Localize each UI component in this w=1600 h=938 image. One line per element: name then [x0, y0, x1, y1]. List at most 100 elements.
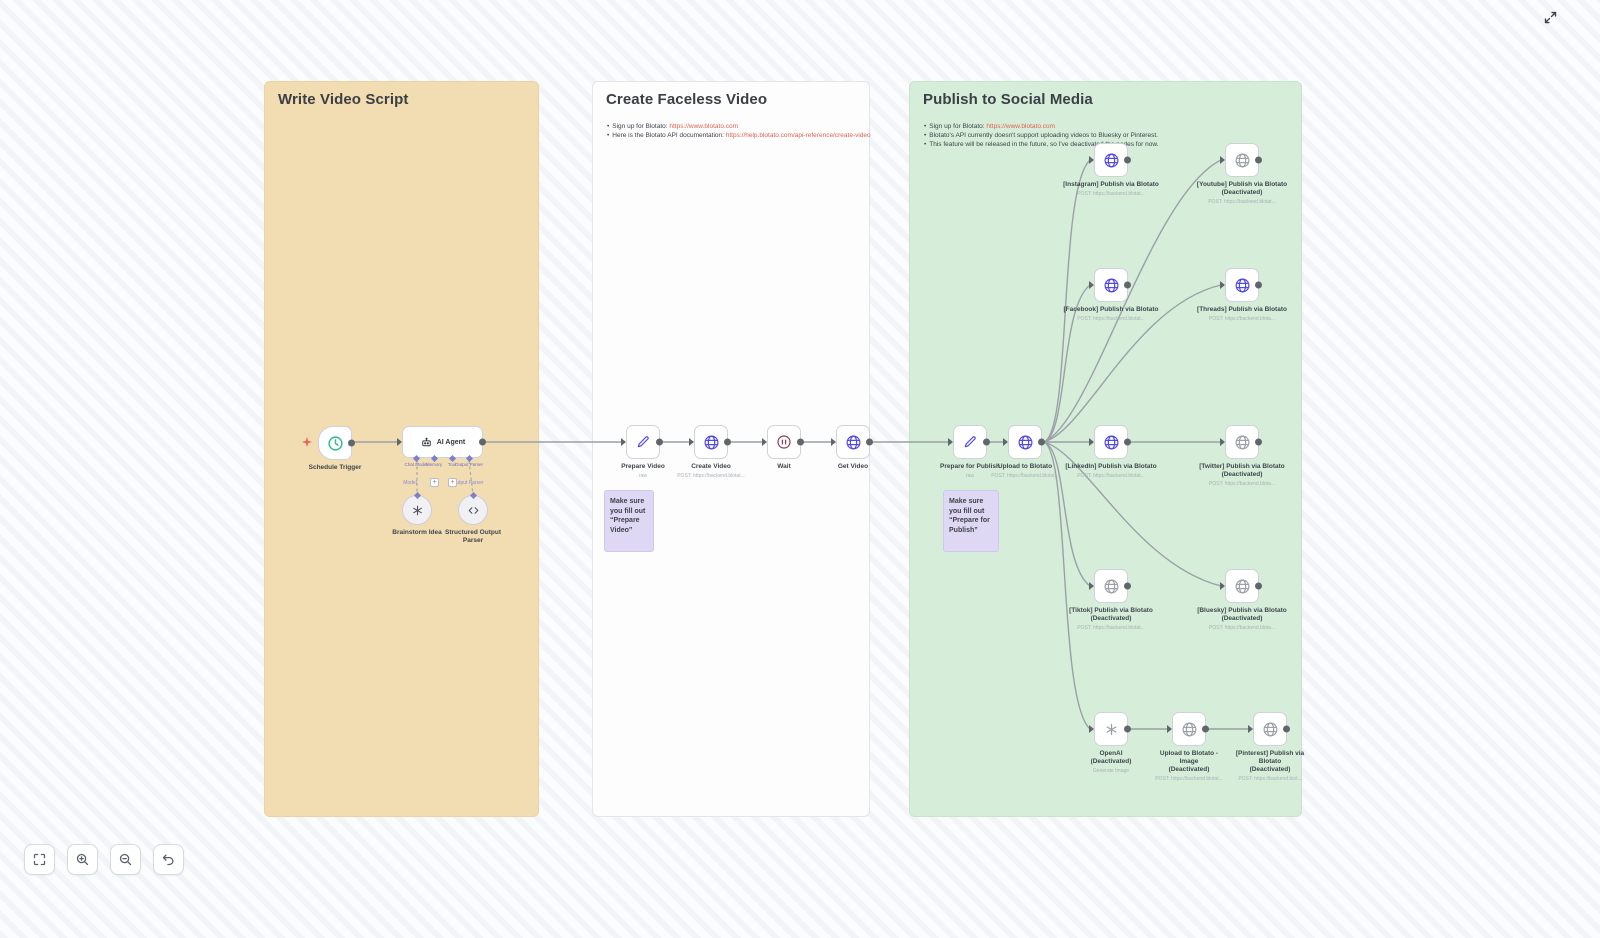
- node-tiktok-publish[interactable]: [Tiktok] Publish via Blotato (Deactivate…: [1069, 569, 1153, 631]
- node-brainstorm-idea[interactable]: Brainstorm Idea: [392, 491, 442, 537]
- node-label: Create Video: [691, 463, 731, 470]
- node-label: Prepare Video: [621, 463, 665, 470]
- node-label: [Facebook] Publish via Blotato: [1063, 306, 1159, 313]
- port-label-tool: Tool: [447, 462, 457, 467]
- zoom-in-icon: [76, 853, 89, 866]
- node-facebook-publish[interactable]: [Facebook] Publish via Blotato POST: htt…: [1064, 268, 1158, 322]
- output-port: [1255, 156, 1262, 164]
- node-pinterest-publish[interactable]: [Pinterest] Publish via Blotato (Deactiv…: [1236, 712, 1304, 782]
- port-label-memory: Memory: [425, 462, 443, 467]
- globe-icon: [1235, 153, 1249, 167]
- output-port: [724, 438, 731, 446]
- output-port: [348, 439, 355, 447]
- note-link[interactable]: https://help.blotato.com/api-reference/c…: [725, 132, 871, 139]
- node-openai[interactable]: OpenAI (Deactivated) Generate Image: [1089, 712, 1131, 774]
- output-port: [1124, 281, 1131, 289]
- globe-icon: [846, 435, 860, 449]
- input-port: [1167, 725, 1172, 733]
- bullet: •: [924, 141, 927, 148]
- section-notes: • Sign up for Blotato: https://www.blotat…: [910, 108, 1301, 149]
- node-status: (Deactivated): [1090, 615, 1132, 622]
- openai-icon: [412, 505, 422, 515]
- globe-icon: [1235, 579, 1249, 593]
- node-status: (Deactivated): [1221, 615, 1263, 622]
- zoom-in-button[interactable]: [67, 844, 98, 875]
- zoom-out-button[interactable]: [110, 844, 141, 875]
- note-line: • Sign up for Blotato: https://www.blotat…: [607, 122, 869, 131]
- section-title: Publish to Social Media: [923, 91, 1093, 108]
- canvas-toolbar: [24, 844, 184, 875]
- add-tool-button[interactable]: +: [448, 478, 457, 487]
- node-ai-agent[interactable]: AI Agent Chat Model Memory Tool Output P…: [397, 426, 486, 467]
- node-wait[interactable]: Wait: [762, 425, 804, 471]
- fit-view-button[interactable]: [24, 844, 55, 875]
- node-label: Schedule Trigger: [308, 464, 362, 471]
- node-upload-to-blotato[interactable]: Upload to Blotato POST: https://backend.…: [991, 425, 1059, 479]
- node-schedule-trigger[interactable]: Schedule Trigger: [309, 426, 361, 472]
- node-get-video[interactable]: Get Video: [831, 425, 873, 471]
- node-label: [Twitter] Publish via Blotato: [1199, 463, 1285, 470]
- node-instagram-publish[interactable]: [Instagram] Publish via Blotato POST: ht…: [1063, 143, 1159, 197]
- input-port: [762, 438, 767, 446]
- section-title: Write Video Script: [278, 91, 409, 108]
- port-label-chat-model: Chat Model: [404, 462, 428, 467]
- undo-button[interactable]: [153, 844, 184, 875]
- note-line: • This feature will be released in the fu…: [924, 140, 1301, 149]
- add-memory-button[interactable]: +: [430, 478, 439, 487]
- node-status: (Deactivated): [1090, 758, 1132, 765]
- sticky-note-prepare-for-publish[interactable]: Make sure you fill out “Prepare for Publ…: [943, 490, 999, 552]
- output-port: [479, 438, 486, 446]
- input-port: [1089, 582, 1094, 590]
- node-subtitle: POST: https://backend.blota...: [1208, 480, 1276, 487]
- node-label: AI Agent: [436, 438, 466, 446]
- node-youtube-publish[interactable]: [Youtube] Publish via Blotato (Deactivat…: [1197, 143, 1287, 205]
- input-port: [1089, 156, 1094, 164]
- zoom-out-icon: [119, 853, 132, 866]
- node-prepare-video[interactable]: Prepare Video raw: [621, 425, 665, 479]
- node-subtitle: POST: https://backend.blotat...: [1077, 315, 1145, 322]
- note-text: Blotato's API currently doesn't support …: [929, 132, 1158, 139]
- sticky-note-prepare-video[interactable]: Make sure you fill out “Prepare Video”: [604, 490, 654, 552]
- openai-icon: [1106, 723, 1116, 735]
- node-twitter-publish[interactable]: [Twitter] Publish via Blotato (Deactivat…: [1199, 425, 1285, 487]
- bullet: •: [607, 132, 610, 139]
- output-port: [1124, 438, 1131, 446]
- node-threads-publish[interactable]: [Threads] Publish via Blotato POST: http…: [1197, 268, 1287, 322]
- code-icon: [468, 506, 478, 514]
- output-port: [1255, 281, 1262, 289]
- expand-button[interactable]: [1540, 9, 1560, 29]
- fit-view-icon: [33, 853, 46, 866]
- output-port: [797, 438, 804, 446]
- pause-icon: [777, 435, 791, 449]
- edge-label-model: Model: [403, 480, 417, 486]
- sticky-text: Make sure you fill out “Prepare Video”: [610, 498, 646, 534]
- node-status: (Deactivated): [1221, 189, 1263, 196]
- note-link[interactable]: https://www.blotato.com: [986, 123, 1056, 130]
- globe-icon: [1235, 435, 1249, 449]
- node-create-video[interactable]: Create Video POST: https://backend.blota…: [677, 425, 745, 479]
- note-link[interactable]: https://www.blotato.com: [669, 123, 739, 130]
- node-structured-output-parser[interactable]: Structured Output Parser: [445, 491, 501, 545]
- note-line: • Blotato's API currently doesn't support…: [924, 131, 1301, 140]
- bullet: •: [607, 123, 610, 130]
- note-line: • Here is the Blotato API documentation: …: [607, 131, 871, 140]
- globe-icon: [1104, 435, 1118, 449]
- section-title: Create Faceless Video: [606, 91, 768, 108]
- node-subtitle: POST: https://backend.blotat...: [1155, 775, 1223, 782]
- node-linkedin-publish[interactable]: [LinkedIn] Publish via Blotato POST: htt…: [1065, 425, 1157, 479]
- node-bluesky-publish[interactable]: [Bluesky] Publish via Blotato (Deactivat…: [1197, 569, 1287, 631]
- note-text: Sign up for Blotato:: [929, 123, 987, 130]
- port-label-output-parser: Output Parser: [454, 462, 484, 467]
- node-label: Upload to Blotato - Image: [1159, 750, 1219, 765]
- section-write-video-script[interactable]: Write Video Script: [264, 81, 539, 817]
- node-label: [Bluesky] Publish via Blotato: [1197, 607, 1287, 614]
- node-label: [Threads] Publish via Blotato: [1197, 306, 1287, 313]
- connector-port: [469, 491, 477, 500]
- input-port: [397, 438, 402, 446]
- trigger-marker-icon: [302, 437, 312, 447]
- connector-port: [413, 491, 421, 500]
- node-prepare-for-publish[interactable]: Prepare for Publish raw: [940, 425, 1000, 479]
- note-text: Here is the Blotato API documentation:: [612, 132, 726, 139]
- node-upload-to-blotato-image[interactable]: Upload to Blotato - Image (Deactivated) …: [1155, 712, 1223, 782]
